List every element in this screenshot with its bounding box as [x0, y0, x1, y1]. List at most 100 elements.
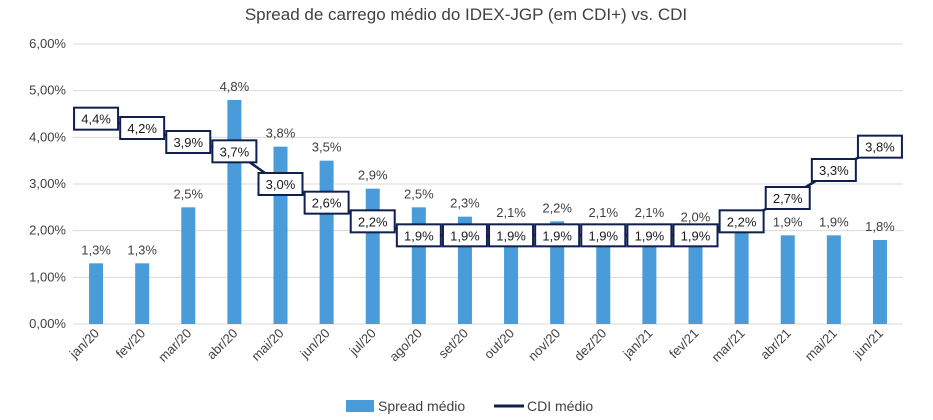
cdi-label-box [672, 223, 719, 248]
y-tick-label: 0,00% [29, 316, 66, 331]
legend-label-cdi: CDI médio [527, 398, 593, 414]
chart-title: Spread de carrego médio do IDEX-JGP (em … [245, 5, 687, 24]
x-tick-label: nov/20 [525, 326, 563, 364]
bar-data-label: 2,1% [496, 205, 526, 220]
x-tick-label: ago/20 [386, 326, 425, 365]
y-tick-label: 6,00% [29, 36, 66, 51]
cdi-data-label: 2,6% [312, 196, 342, 211]
bar-data-label: 1,9% [819, 214, 849, 229]
cdi-label-box [856, 134, 903, 159]
cdi-label-box [441, 223, 488, 248]
cdi-data-label: 3,8% [865, 140, 895, 155]
cdi-data-label: 2,7% [773, 191, 803, 206]
y-tick-label: 4,00% [29, 129, 66, 144]
cdi-label-box [580, 223, 627, 248]
bar-data-label: 2,1% [588, 205, 618, 220]
x-tick-label: out/20 [481, 326, 517, 362]
bar [734, 226, 749, 324]
bar-data-label: 2,5% [404, 186, 434, 201]
x-tick-label: fev/21 [666, 326, 702, 362]
x-tick-label: jun/21 [850, 326, 886, 362]
bar-data-label: 3,8% [266, 126, 296, 141]
x-tick-label: jul/20 [346, 326, 379, 359]
cdi-data-label: 3,9% [173, 135, 203, 150]
bar-data-label: 2,3% [450, 196, 480, 211]
cdi-label-box [211, 139, 258, 164]
cdi-data-label: 1,9% [542, 228, 572, 243]
bar-data-label: 4,8% [220, 79, 250, 94]
cdi-label-box [349, 209, 396, 234]
cdi-label-box [626, 223, 673, 248]
bar-data-label: 1,3% [81, 242, 111, 257]
x-tick-label: abr/20 [204, 326, 241, 363]
bar [319, 160, 334, 324]
bar-data-label: 2,1% [635, 205, 665, 220]
cdi-data-label: 1,9% [404, 228, 434, 243]
bar-data-label: 1,3% [127, 242, 157, 257]
bar [227, 100, 242, 324]
bar [642, 226, 657, 324]
bar [780, 235, 795, 324]
x-tick-label: mai/20 [248, 326, 286, 364]
bar-data-label: 2,0% [681, 210, 711, 225]
bar [89, 263, 104, 324]
cdi-data-label: 1,9% [496, 228, 526, 243]
x-tick-label: set/20 [435, 326, 471, 362]
legend-swatch-spread [346, 400, 374, 412]
x-tick-label: dez/20 [571, 326, 609, 364]
cdi-label-box [73, 106, 120, 131]
bar [872, 240, 887, 324]
labels-layer: 1,3% 1,3% 2,5% 4,8% 3,8% 3,5% 2,9% 2,5% 2,3% 2,1%… [73, 79, 903, 257]
cdi-data-label: 3,7% [220, 144, 250, 159]
cdi-data-label: 3,0% [266, 177, 296, 192]
cdi-data-label: 4,4% [81, 112, 111, 127]
cdi-label-box [119, 116, 166, 140]
cdi-label-box [257, 172, 304, 196]
bar [181, 207, 196, 324]
cdi-data-label: 1,9% [635, 228, 665, 243]
cdi-label-box [718, 209, 765, 234]
bar [596, 226, 611, 324]
x-tick-label: mar/21 [709, 326, 748, 365]
y-tick-label: 1,00% [29, 269, 66, 284]
bar-data-label: 3,5% [312, 140, 342, 155]
bar [504, 226, 519, 324]
x-tick-label: jan/20 [66, 326, 102, 362]
cdi-data-label: 1,9% [588, 228, 618, 243]
cdi-label-box [165, 130, 212, 154]
x-tick-label: fev/20 [113, 326, 149, 362]
y-tick-label: 2,00% [29, 223, 66, 238]
x-tick-label: jun/20 [296, 326, 332, 362]
cdi-data-label: 2,2% [358, 214, 388, 229]
cdi-label-box [810, 158, 857, 182]
y-tick-label: 5,00% [29, 83, 66, 98]
cdi-label-box [534, 223, 581, 248]
cdi-label-box [764, 186, 811, 210]
bar-data-label: 2,2% [542, 200, 572, 215]
bar-data-label: 1,8% [865, 219, 895, 234]
bar-data-label: 2,9% [358, 168, 388, 183]
bar [826, 235, 841, 324]
grid-layer [73, 43, 903, 325]
bar [688, 230, 703, 324]
cdi-label-box [303, 190, 350, 215]
legend: Spread médio CDI médio [346, 398, 593, 414]
bar [135, 263, 150, 324]
bar [365, 188, 380, 324]
cdi-label-box [395, 223, 442, 248]
x-tick-label: mai/21 [802, 326, 840, 364]
cdi-data-label: 1,9% [681, 228, 711, 243]
bar-data-label: 1,9% [773, 214, 803, 229]
x-tick-label: abr/21 [757, 326, 794, 363]
y-tick-label: 3,00% [29, 176, 66, 191]
cdi-data-label: 4,2% [127, 121, 157, 136]
bar-data-label: 2,5% [173, 186, 203, 201]
x-tick-label: mar/20 [155, 326, 194, 365]
legend-label-spread: Spread médio [378, 398, 465, 414]
cdi-data-label: 2,2% [727, 214, 757, 229]
cdi-data-label: 3,3% [819, 163, 849, 178]
x-tick-label: jan/21 [619, 326, 655, 362]
cdi-label-box [488, 223, 535, 248]
